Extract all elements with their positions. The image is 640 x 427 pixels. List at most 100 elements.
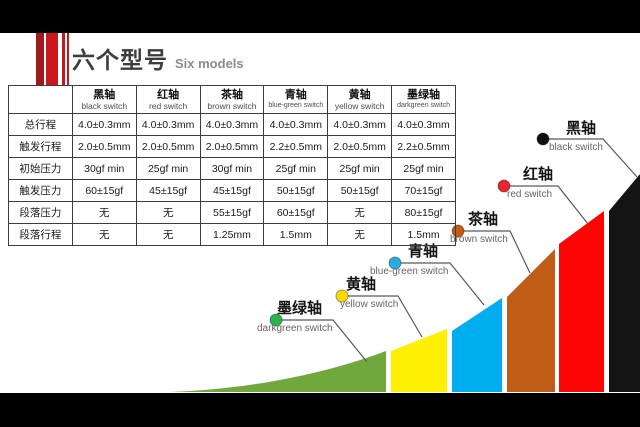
col-zh: 墨绿轴: [407, 88, 441, 101]
title-accent-bar: [36, 33, 44, 86]
callout-blue-green-switch-zh: 青轴: [408, 243, 439, 260]
wedge-brown-switch: [507, 249, 555, 392]
col-en: darkgreen switch: [397, 101, 450, 109]
col-header-yellow-switch: 黄轴 yellow switch: [327, 85, 393, 114]
leader-brown-switch: [458, 230, 531, 274]
dot-black-switch: [536, 132, 550, 146]
cell: 2.0±0.5mm: [71, 135, 137, 158]
switch-wedge-chart: [170, 132, 640, 392]
row-label-tactile-force: 段落压力: [8, 201, 73, 224]
col-en: brown switch: [207, 100, 257, 111]
cell: 25gf min: [327, 157, 393, 180]
cell: 55±15gf: [199, 201, 265, 224]
callout-black-switch-zh: 黑轴: [566, 120, 597, 137]
cell: 25gf min: [135, 157, 201, 180]
cell: 2.0±0.5mm: [135, 135, 201, 158]
callout-brown-switch-en: brown switch: [450, 234, 508, 245]
letterbox-bottom: [0, 393, 640, 427]
cell: 2.2±0.5mm: [263, 135, 329, 158]
switch-spec-table: 黑轴 black switch 红轴 red switch 茶轴 brown s…: [8, 85, 456, 246]
page-title: 六个型号 Six models: [72, 41, 244, 75]
cell: 无: [135, 223, 201, 246]
cell: 4.0±0.3mm: [263, 113, 329, 136]
row-label-trigger-force: 触发压力: [8, 179, 73, 202]
cell: 4.0±0.3mm: [391, 113, 456, 136]
table-row: 段落行程 无 无 1.25mm 1.5mm 无 1.5mm: [8, 223, 456, 246]
cell: 无: [327, 201, 393, 224]
wedge-black-switch: [609, 174, 640, 392]
col-header-red-switch: 红轴 red switch: [135, 85, 201, 114]
cell: 4.0±0.3mm: [71, 113, 137, 136]
cell: 45±15gf: [135, 179, 201, 202]
wedge-blue-green-switch: [452, 298, 502, 392]
cell: 2.0±0.5mm: [327, 135, 393, 158]
callout-red-switch-en: red switch: [507, 189, 553, 200]
cell: 30gf min: [71, 157, 137, 180]
callout-blue-green-switch-en: blue-green switch: [370, 266, 449, 277]
callout-brown-switch-zh: 茶轴: [468, 211, 499, 228]
dot-darkgreen-switch: [269, 313, 283, 327]
leader-blue-green-switch: [395, 262, 485, 306]
cell: 4.0±0.3mm: [327, 113, 393, 136]
row-label-total-travel: 总行程: [8, 113, 73, 136]
callout-yellow-switch-en: yellow switch: [340, 299, 399, 310]
leader-red-switch: [504, 185, 589, 225]
dot-yellow-switch: [335, 289, 349, 303]
leader-black-switch: [543, 138, 638, 178]
cell: 1.5mm: [391, 223, 456, 246]
cell: 无: [71, 201, 137, 224]
col-zh: 茶轴: [220, 88, 243, 101]
col-zh: 红轴: [157, 88, 180, 101]
callout-darkgreen-switch-zh: 墨绿轴: [277, 300, 323, 317]
leader-lines: [276, 138, 638, 363]
col-zh: 黑轴: [93, 88, 116, 101]
col-en: black switch: [81, 100, 128, 111]
title-accent-bar: [46, 33, 58, 86]
col-zh: 黄轴: [348, 88, 371, 101]
leader-darkgreen-switch: [276, 319, 368, 363]
table-corner-cell: [8, 85, 73, 114]
table-row: 触发行程 2.0±0.5mm 2.0±0.5mm 2.0±0.5mm 2.2±0…: [8, 135, 456, 158]
cell: 70±15gf: [391, 179, 456, 202]
cell: 50±15gf: [327, 179, 393, 202]
col-header-blue-green-switch: 青轴 blue-green switch: [263, 85, 329, 114]
row-label-tactile-travel: 段落行程: [8, 223, 73, 246]
wedge-darkgreen-switch: [170, 351, 386, 392]
col-en: red switch: [148, 100, 188, 111]
wedge-yellow-switch: [391, 329, 447, 392]
table-row: 触发压力 60±15gf 45±15gf 45±15gf 50±15gf 50±…: [8, 179, 456, 202]
col-header-darkgreen-switch: 墨绿轴 darkgreen switch: [391, 85, 456, 114]
row-label-trigger-travel: 触发行程: [8, 135, 73, 158]
cell: 45±15gf: [199, 179, 265, 202]
wedge-red-switch: [559, 211, 604, 392]
cell: 1.5mm: [263, 223, 329, 246]
table-row: 段落压力 无 无 55±15gf 60±15gf 无 80±15gf: [8, 201, 456, 224]
cell: 60±15gf: [263, 201, 329, 224]
slide: 六个型号 Six models 黑轴 black switch 红轴 red s: [0, 33, 640, 393]
col-header-black-switch: 黑轴 black switch: [71, 85, 137, 114]
cell: 2.0±0.5mm: [199, 135, 265, 158]
title-english: Six models: [175, 56, 244, 71]
cell: 无: [327, 223, 393, 246]
col-en: yellow switch: [334, 100, 385, 111]
table-row: 总行程 4.0±0.3mm 4.0±0.3mm 4.0±0.3mm 4.0±0.…: [8, 113, 456, 136]
callout-black-switch-en: black switch: [549, 142, 603, 153]
cell: 80±15gf: [391, 201, 456, 224]
table-row: 初始压力 30gf min 25gf min 30gf min 25gf min…: [8, 157, 456, 180]
callout-yellow-switch-zh: 黄轴: [346, 276, 377, 293]
title-accent-stripe: [67, 33, 69, 86]
cell: 4.0±0.3mm: [199, 113, 265, 136]
cell: 25gf min: [263, 157, 329, 180]
cell: 30gf min: [199, 157, 265, 180]
dot-blue-green-switch: [388, 256, 402, 270]
row-label-initial-force: 初始压力: [8, 157, 73, 180]
callout-darkgreen-switch-en: darkgreen switch: [257, 323, 333, 334]
letterbox-top: [0, 0, 640, 33]
table-header-row: 黑轴 black switch 红轴 red switch 茶轴 brown s…: [8, 85, 456, 114]
title-accent-stripe: [62, 33, 65, 86]
cell: 2.2±0.5mm: [391, 135, 456, 158]
dot-red-switch: [497, 179, 511, 193]
callout-red-switch-zh: 红轴: [523, 166, 554, 183]
cell: 50±15gf: [263, 179, 329, 202]
cell: 60±15gf: [71, 179, 137, 202]
